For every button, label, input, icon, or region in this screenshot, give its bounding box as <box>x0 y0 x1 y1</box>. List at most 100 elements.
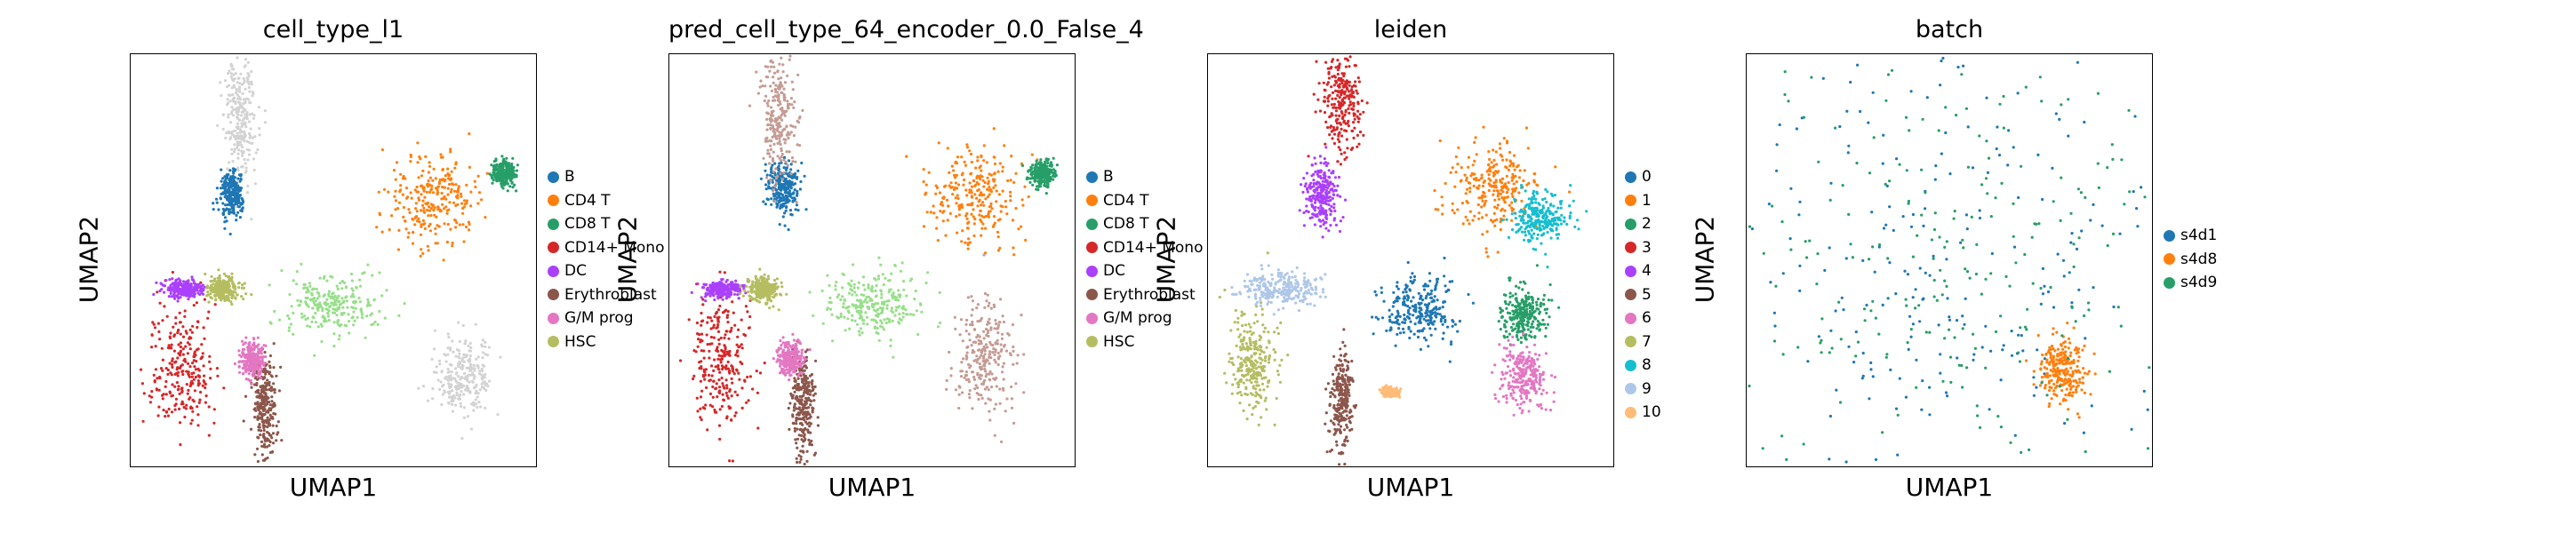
data-point <box>955 215 958 219</box>
data-point <box>1006 179 1010 183</box>
data-point <box>455 385 459 388</box>
data-point <box>940 201 944 204</box>
data-point <box>222 297 226 300</box>
data-point <box>256 401 260 404</box>
data-point <box>202 364 205 368</box>
data-point <box>935 227 939 230</box>
data-point <box>208 286 212 290</box>
data-point <box>771 163 774 167</box>
data-point <box>173 361 177 364</box>
data-point <box>975 196 979 200</box>
data-point <box>800 386 804 390</box>
legend-marker <box>548 312 559 324</box>
data-point <box>345 324 348 328</box>
data-point <box>724 346 727 349</box>
data-point <box>352 310 356 314</box>
legend-marker <box>548 289 559 301</box>
plot-area <box>668 53 1076 467</box>
data-point <box>187 281 190 284</box>
data-point <box>220 290 224 293</box>
data-point <box>185 331 188 335</box>
data-point <box>310 293 314 297</box>
data-point <box>793 188 796 192</box>
data-point <box>209 292 212 296</box>
data-point <box>706 428 709 432</box>
data-point <box>236 196 240 201</box>
data-point <box>513 183 516 187</box>
legend-label: HSC <box>564 332 596 351</box>
data-point <box>954 160 957 163</box>
data-point <box>238 103 242 107</box>
data-point <box>358 284 363 288</box>
data-point <box>161 319 164 322</box>
cluster-erythroblast <box>242 342 284 464</box>
data-point <box>1017 227 1020 231</box>
data-point <box>244 336 248 339</box>
data-point <box>316 297 319 300</box>
data-point <box>228 289 231 292</box>
data-point <box>731 365 734 369</box>
data-point <box>261 377 265 381</box>
legend-item: CD8 T <box>548 212 664 236</box>
data-point <box>798 394 802 398</box>
data-point <box>267 396 270 400</box>
data-point <box>792 173 796 177</box>
data-point <box>498 178 501 181</box>
data-point <box>1009 199 1012 203</box>
data-point <box>946 147 949 150</box>
data-point <box>228 277 232 281</box>
data-point <box>707 292 710 296</box>
data-point <box>314 311 317 315</box>
data-point <box>452 350 455 354</box>
data-point <box>802 386 805 389</box>
data-point <box>378 309 381 314</box>
data-point <box>462 406 467 410</box>
data-point <box>241 367 244 370</box>
data-point <box>785 365 788 369</box>
data-point <box>230 296 234 299</box>
data-point <box>800 398 804 402</box>
data-point <box>958 206 962 210</box>
data-point <box>236 109 240 114</box>
data-point <box>717 354 721 357</box>
data-point <box>783 346 787 349</box>
data-point <box>970 185 974 188</box>
data-point <box>447 336 451 339</box>
data-point <box>728 459 732 463</box>
data-point <box>183 415 187 419</box>
data-point <box>724 293 728 298</box>
data-point <box>1030 153 1034 156</box>
data-point <box>262 344 266 347</box>
data-point <box>784 373 788 377</box>
data-point <box>481 338 484 342</box>
data-point <box>953 176 957 179</box>
data-point <box>435 370 438 374</box>
data-point <box>463 342 467 346</box>
data-point <box>345 299 348 303</box>
data-point <box>980 169 983 172</box>
data-point <box>440 197 444 201</box>
data-point <box>780 56 783 60</box>
data-point <box>772 192 775 195</box>
data-point <box>174 322 178 325</box>
data-point <box>490 176 494 179</box>
data-point <box>421 223 426 227</box>
data-point <box>774 179 779 182</box>
data-point <box>945 198 949 202</box>
data-point <box>484 388 488 392</box>
data-point <box>207 300 211 304</box>
data-point <box>816 424 820 427</box>
data-point <box>461 356 465 360</box>
data-point <box>708 342 712 346</box>
data-point <box>396 207 400 211</box>
data-point <box>726 353 730 356</box>
data-point <box>803 434 806 439</box>
data-point <box>417 196 420 200</box>
data-point <box>227 172 230 177</box>
data-point <box>764 183 768 187</box>
data-point <box>188 397 191 401</box>
data-point <box>239 129 243 132</box>
data-point <box>409 153 412 156</box>
data-point <box>999 210 1003 213</box>
data-point <box>1004 205 1008 209</box>
